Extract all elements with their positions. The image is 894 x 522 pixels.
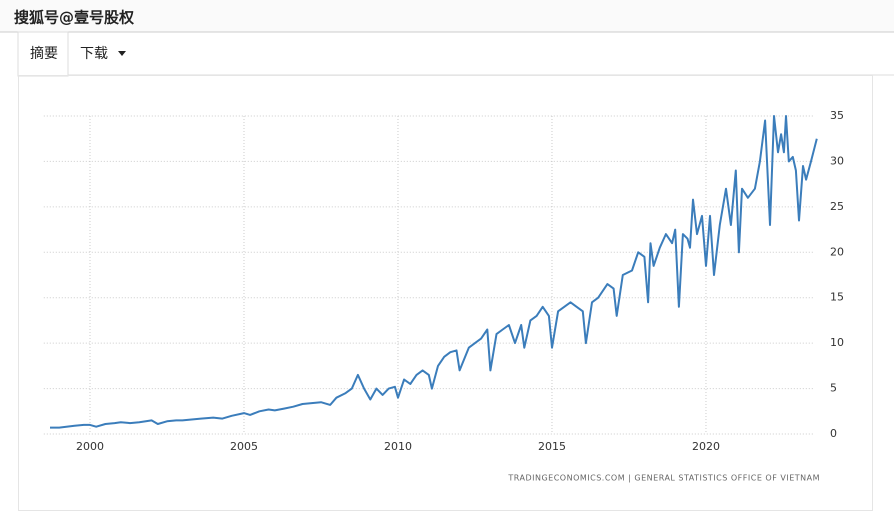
top-bar — [0, 0, 894, 32]
x-tick-label: 2020 — [692, 440, 720, 453]
x-tick-label: 2010 — [384, 440, 412, 453]
y-tick-label: 0 — [830, 427, 837, 440]
panel — [18, 75, 873, 511]
y-tick-label: 20 — [830, 245, 844, 258]
y-tick-label: 10 — [830, 336, 844, 349]
watermark: 搜狐号@壹号股权 — [14, 9, 135, 27]
x-tick-label: 2015 — [538, 440, 566, 453]
tab[interactable]: 摘要 — [30, 45, 58, 62]
tab[interactable]: 下载 — [80, 46, 108, 62]
y-tick-label: 30 — [830, 154, 844, 167]
line-series — [50, 115, 818, 429]
y-tick-label: 35 — [830, 109, 844, 122]
y-tick-label: 25 — [830, 200, 844, 213]
source: TRADINGECONOMICS.COM | GENERAL STATISTIC… — [507, 474, 820, 483]
x-tick-label: 2005 — [230, 440, 258, 453]
dropdown-caret — [118, 51, 126, 56]
y-tick-label: 15 — [830, 291, 844, 304]
y-tick-label: 5 — [830, 382, 837, 395]
x-tick-label: 2000 — [76, 440, 104, 453]
